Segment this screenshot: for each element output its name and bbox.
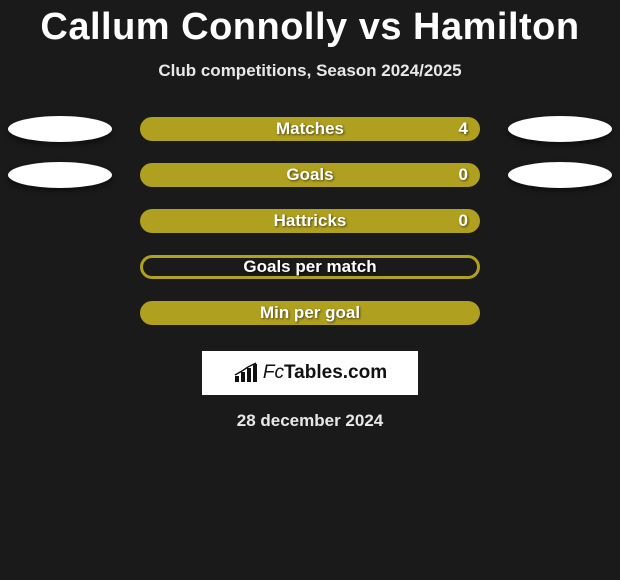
stat-label: Goals per match xyxy=(143,257,477,277)
logo: FcTables.com xyxy=(233,362,387,384)
page-title: Callum Connolly vs Hamilton xyxy=(0,6,620,49)
date-label: 28 december 2024 xyxy=(0,411,620,431)
stat-label: Min per goal xyxy=(140,303,480,323)
stat-value: 0 xyxy=(459,211,468,231)
logo-box: FcTables.com xyxy=(202,351,418,395)
page-subtitle: Club competitions, Season 2024/2025 xyxy=(0,61,620,81)
player-right-marker xyxy=(508,116,612,142)
player-right-marker xyxy=(508,162,612,188)
stat-row: Matches4 xyxy=(0,107,620,153)
logo-text: FcTables.com xyxy=(263,362,387,384)
stat-bar: Goals0 xyxy=(140,163,480,187)
stat-value: 0 xyxy=(459,165,468,185)
stat-label: Hattricks xyxy=(140,211,480,231)
stat-bar: Matches4 xyxy=(140,117,480,141)
stat-bar: Hattricks0 xyxy=(140,209,480,233)
stat-value: 4 xyxy=(459,119,468,139)
stat-label: Goals xyxy=(140,165,480,185)
comparison-card: Callum Connolly vs Hamilton Club competi… xyxy=(0,0,620,580)
stat-bar: Min per goal xyxy=(140,301,480,325)
stat-rows: Matches4Goals0Hattricks0Goals per matchM… xyxy=(0,107,620,337)
player-left-marker xyxy=(8,116,112,142)
stat-row: Goals per match xyxy=(0,245,620,291)
stat-row: Hattricks0 xyxy=(0,199,620,245)
stat-bar: Goals per match xyxy=(140,255,480,279)
stat-label: Matches xyxy=(140,119,480,139)
player-left-marker xyxy=(8,162,112,188)
stat-row: Min per goal xyxy=(0,291,620,337)
bars-icon xyxy=(233,362,259,384)
stat-row: Goals0 xyxy=(0,153,620,199)
